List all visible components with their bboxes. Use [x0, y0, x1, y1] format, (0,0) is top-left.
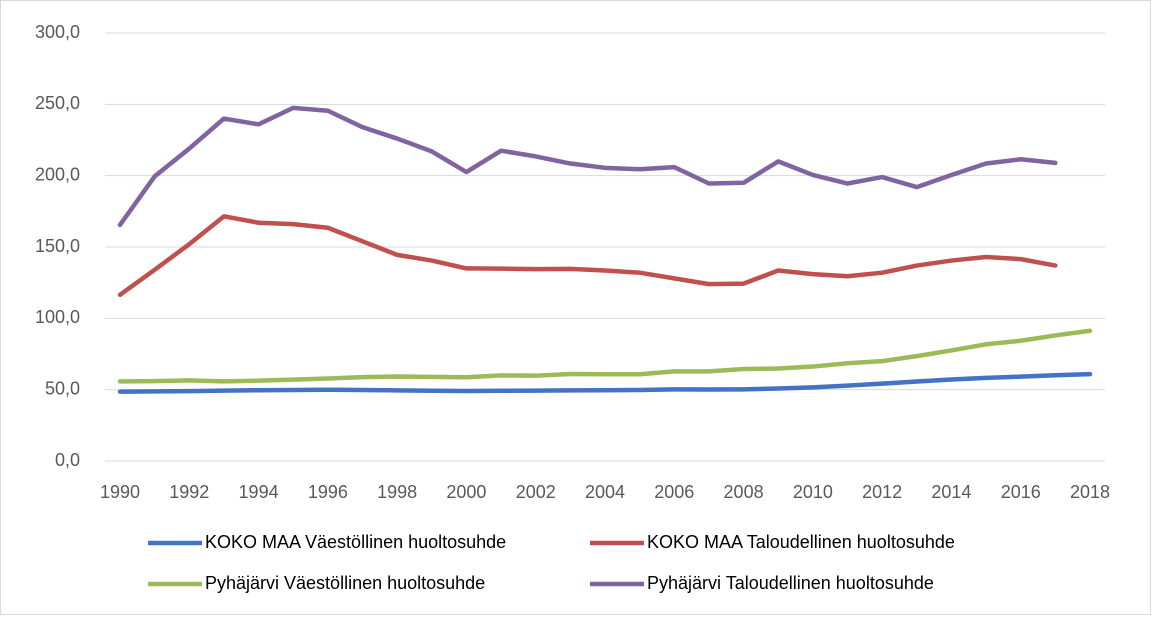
x-tick-label: 2002: [516, 482, 556, 502]
x-tick-label: 2006: [654, 482, 694, 502]
x-tick-label: 1990: [100, 482, 140, 502]
x-tick-label: 2008: [724, 482, 764, 502]
legend-label: KOKO MAA Väestöllinen huoltosuhde: [205, 532, 506, 552]
y-tick-label: 150,0: [35, 236, 80, 256]
series-line: [117, 214, 1058, 298]
x-tick-label: 2010: [793, 482, 833, 502]
y-tick-label: 0,0: [55, 450, 80, 470]
x-tick-label: 2004: [585, 482, 625, 502]
y-tick-label: 250,0: [35, 93, 80, 113]
series-line: [117, 105, 1058, 228]
x-tick-label: 1992: [169, 482, 209, 502]
x-tick-label: 2000: [446, 482, 486, 502]
x-tick-label: 1994: [239, 482, 279, 502]
y-tick-label: 100,0: [35, 307, 80, 327]
x-tick-label: 1998: [377, 482, 417, 502]
legend-label: KOKO MAA Taloudellinen huoltosuhde: [647, 532, 955, 552]
y-tick-label: 50,0: [45, 378, 80, 398]
x-tick-label: 2018: [1070, 482, 1110, 502]
series-line: [117, 328, 1093, 384]
x-tick-label: 1996: [308, 482, 348, 502]
x-tick-label: 2014: [931, 482, 971, 502]
x-tick-label: 2012: [862, 482, 902, 502]
legend-label: Pyhäjärvi Väestöllinen huoltosuhde: [205, 573, 485, 593]
x-tick-label: 2016: [1001, 482, 1041, 502]
legend-label: Pyhäjärvi Taloudellinen huoltosuhde: [647, 573, 934, 593]
series-line: [117, 371, 1093, 394]
y-tick-label: 300,0: [35, 22, 80, 42]
y-tick-label: 200,0: [35, 164, 80, 184]
